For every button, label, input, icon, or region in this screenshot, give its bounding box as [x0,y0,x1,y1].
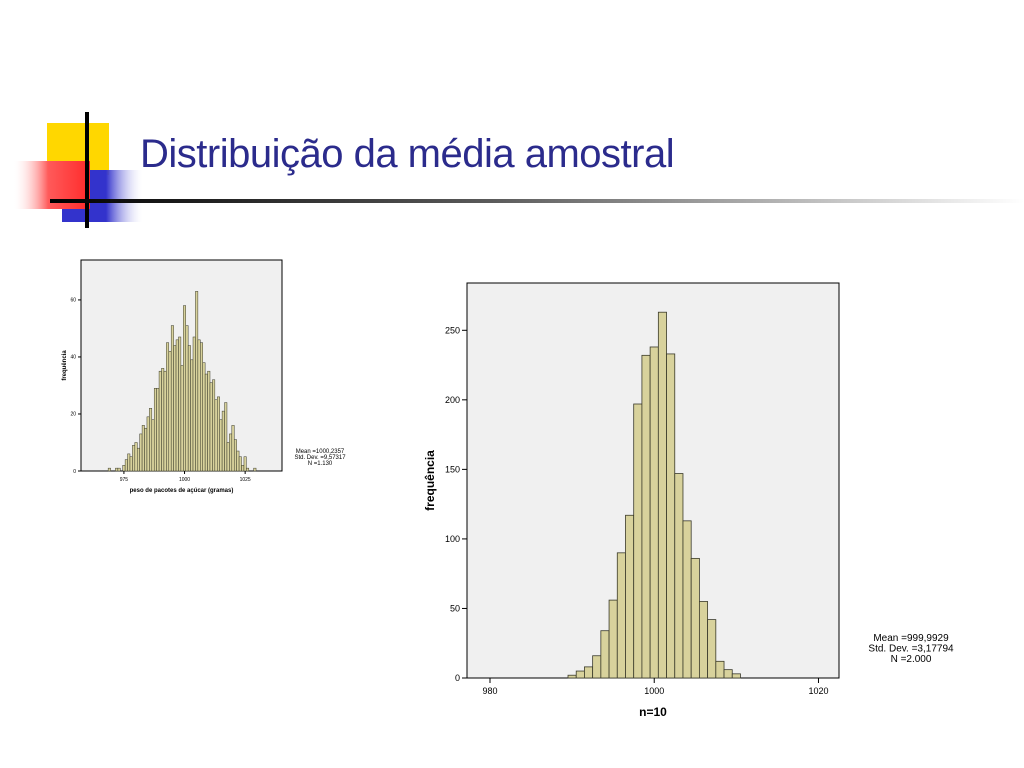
x-tick-label: 1000 [644,686,664,696]
histogram-bar [723,669,733,679]
x-tick-label: 980 [482,686,497,696]
histogram-bar [715,660,725,679]
histogram-bar [641,354,651,679]
stats-line: Std. Dev. =9,57317 [294,455,346,461]
page-title: Distribuição da média amostral [140,132,675,176]
histogram-bar [633,403,643,679]
histogram-bar [616,552,626,679]
y-tick-label: 50 [450,604,460,614]
histogram-bar [731,673,741,679]
y-tick-label: 0 [73,469,76,475]
x-tick-label: 1020 [808,686,828,696]
histogram-bar [253,467,257,472]
histogram-bar [567,674,577,679]
stats-line: Mean =999,9929 [873,633,949,644]
histogram-bar [584,666,594,679]
stats-line: N =1.130 [308,461,333,467]
x-tick-label: 975 [120,477,129,483]
histogram-bar [674,473,684,679]
y-tick-label: 200 [445,395,460,405]
y-tick-label: 0 [455,673,460,683]
x-axis-label: peso de pacotes de açúcar (gramas) [130,488,234,494]
histogram-bar [690,557,700,679]
y-tick-label: 20 [70,412,76,418]
stats-line: Std. Dev. =3,17794 [868,644,954,655]
stats-line: Mean =1000,2357 [296,449,345,455]
y-tick-label: 250 [445,325,460,335]
title-decoration [14,112,1024,228]
y-tick-label: 100 [445,534,460,544]
histogram-bar [698,601,709,679]
histogram-bar [657,311,667,679]
histogram-bar [649,346,659,679]
title-underline [50,199,1024,203]
vertical-divider [85,112,89,228]
y-tick-label: 40 [70,355,76,361]
stats-line: N =2.000 [891,654,932,665]
histogram-bar [666,353,676,679]
y-tick-label: 60 [70,298,76,304]
y-tick-label: 150 [445,465,460,475]
histogram-bar [575,670,585,679]
histogram-bar [625,514,635,679]
histogram-bar [592,655,602,679]
histogram-bar [600,630,610,679]
histogram-bar [107,467,111,472]
histogram-bar [238,456,242,472]
x-axis-label: n=10 [639,705,667,719]
x-tick-label: 1000 [179,477,190,483]
histogram-bar [224,402,228,472]
histogram-bar [117,467,121,472]
y-axis-label: frequência [423,450,437,511]
x-tick-label: 1025 [240,477,251,483]
histogram-bar [682,520,692,679]
histogram-bar [608,599,618,679]
histogram-bar [707,619,717,679]
y-axis-label: frequência [62,350,68,381]
histogram-bar [246,467,250,472]
